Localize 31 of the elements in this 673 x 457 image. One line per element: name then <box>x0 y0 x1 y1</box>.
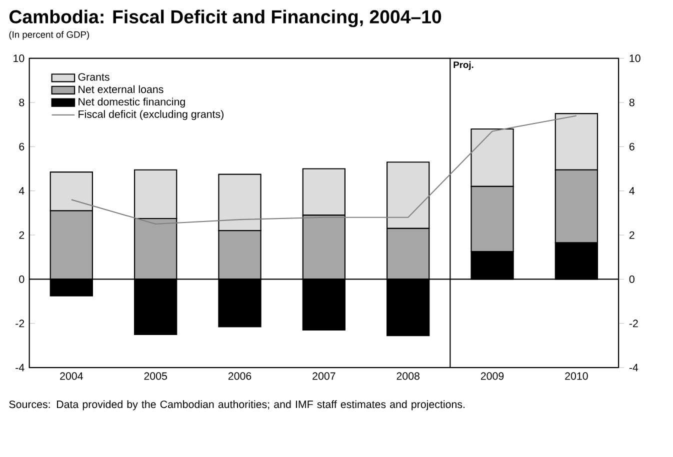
y-tick-label: 0 <box>19 275 24 284</box>
y2-tick-label: 8 <box>629 98 634 106</box>
y2-tick-label: 4 <box>629 187 635 195</box>
x-tick-label: 2006 <box>228 372 252 380</box>
legend-label: Net external loans <box>78 85 164 94</box>
y-tick-label: 2 <box>19 231 24 239</box>
y-tick-label: 4 <box>18 187 24 195</box>
chart-subtitle: (In percent of GDP) <box>9 31 90 40</box>
chart-title: Cambodia: Fiscal Deficit and Financing, 2004–10 <box>9 10 442 28</box>
y-tick-label: 6 <box>19 142 24 150</box>
y2-tick-label: -2 <box>629 320 638 328</box>
source-note: Sources: Data provided by the Cambodian authorities; and IMF staff estimates and projections. <box>9 400 464 410</box>
y2-tick-label: 10 <box>630 54 640 62</box>
y2-tick-label: 2 <box>629 231 634 239</box>
y-tick-label: 8 <box>19 98 24 106</box>
x-tick-label: 2004 <box>60 372 83 380</box>
legend-label: Grants <box>78 73 110 81</box>
annotation: Proj. <box>454 61 474 70</box>
legend-label: Net domestic financing <box>78 98 185 108</box>
x-tick-label: 2008 <box>396 372 420 380</box>
legend-label: Fiscal deficit (excluding grants) <box>78 110 224 120</box>
y2-tick-label: 0 <box>629 275 634 284</box>
x-tick-label: 2005 <box>144 372 167 380</box>
y2-tick-label: -4 <box>629 364 638 372</box>
x-tick-label: 2009 <box>480 372 504 380</box>
y-tick-label: -2 <box>16 320 24 328</box>
y-tick-label: 10 <box>14 54 24 62</box>
x-tick-label: 2010 <box>565 372 588 380</box>
x-tick-label: 2007 <box>312 372 336 380</box>
y2-tick-label: 6 <box>629 142 634 150</box>
y-tick-label: -4 <box>16 364 24 372</box>
